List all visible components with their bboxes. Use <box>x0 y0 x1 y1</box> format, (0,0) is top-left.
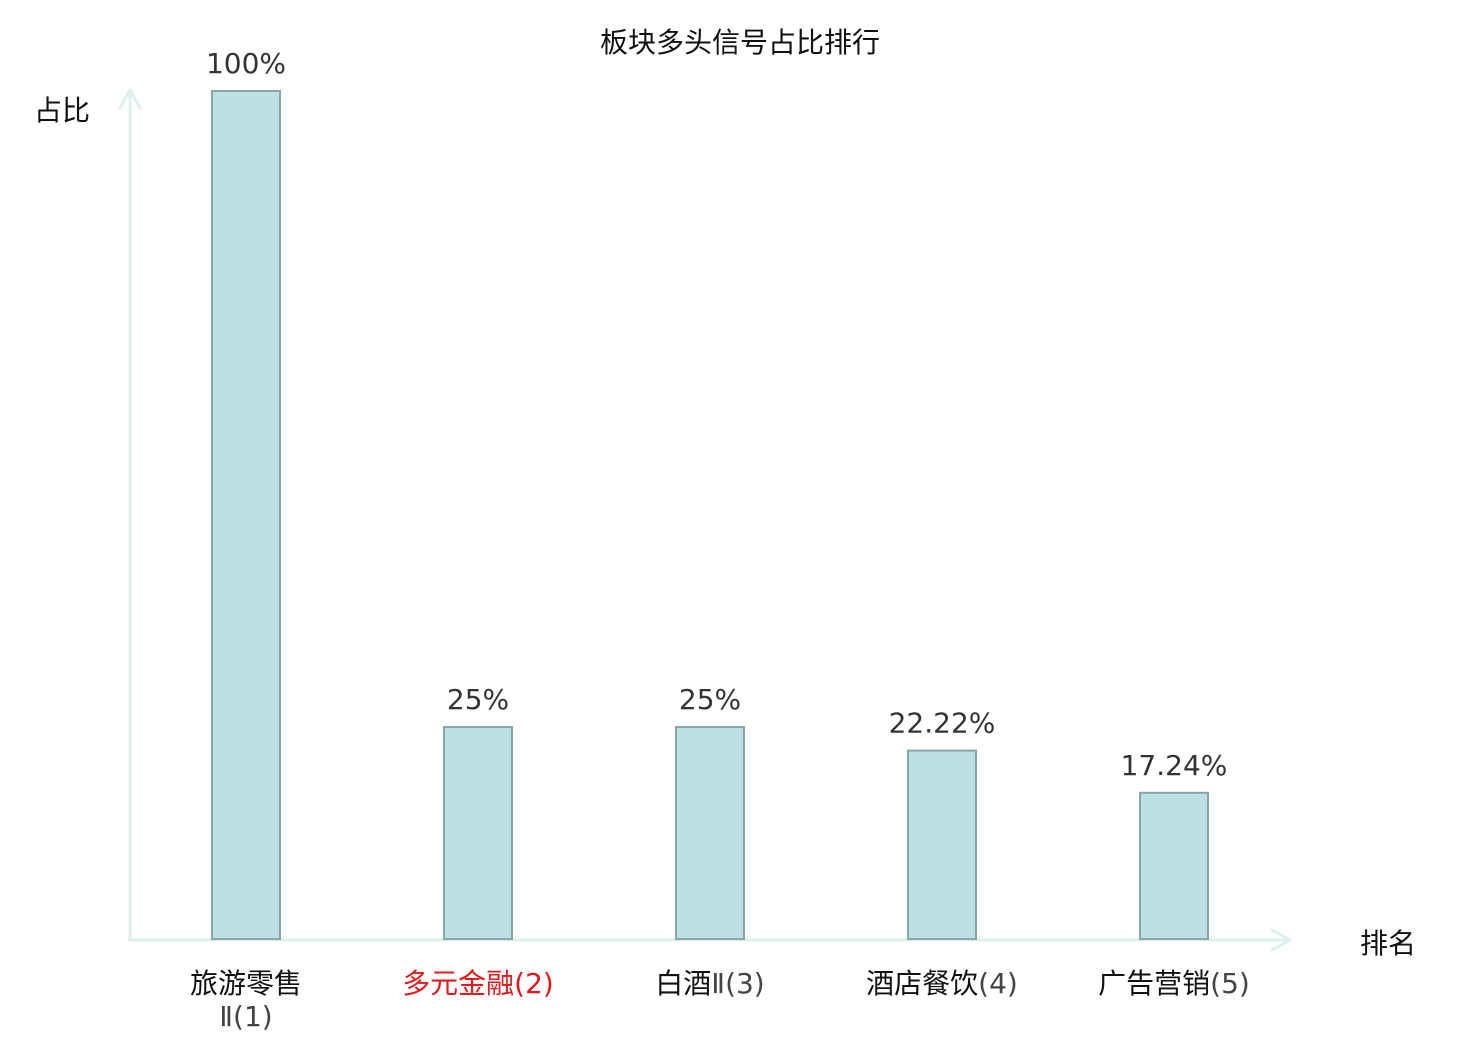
bar-value-label: 22.22% <box>889 707 996 740</box>
x-axis-arrow <box>1270 928 1292 952</box>
x-axis-label: 排名 <box>1360 927 1416 960</box>
chart-title: 板块多头信号占比排行 <box>600 26 880 59</box>
bar <box>211 90 281 940</box>
x-tick-label: 广告营销(5) <box>1098 967 1250 1000</box>
bar-value-label: 25% <box>447 683 509 716</box>
x-tick-label-name: 广告营销 <box>1098 967 1210 1000</box>
bar-value-label: 100% <box>206 47 286 80</box>
bar-value-label: 17.24% <box>1121 749 1228 782</box>
x-tick-label-name: 多元金融 <box>402 967 514 1000</box>
y-axis-label: 占比 <box>34 94 90 127</box>
y-axis-arrow <box>118 88 142 110</box>
x-tick-label-suffix: Ⅱ(1) <box>219 1000 272 1033</box>
bar <box>907 749 977 940</box>
x-tick-label-suffix: Ⅱ(3) <box>711 967 764 1000</box>
x-tick-label: 旅游零售 <box>190 967 302 1000</box>
x-tick-label: 酒店餐饮(4) <box>866 967 1018 1000</box>
x-tick-label: 多元金融(2) <box>402 967 554 1000</box>
x-tick-label-suffix: (2) <box>514 967 554 1000</box>
bar <box>675 726 745 940</box>
x-tick-label-name: 酒店餐饮 <box>866 967 978 1000</box>
x-tick-label-suffix: (4) <box>978 967 1018 1000</box>
x-tick-label-name: 白酒 <box>655 967 711 1000</box>
x-tick-label-suffix: (5) <box>1210 967 1250 1000</box>
value-labels-group: 100% 25% 25% 22.22% 17.24% <box>206 47 1227 782</box>
bar-value-label: 25% <box>679 683 741 716</box>
bar <box>443 726 513 940</box>
x-tick-label: 白酒Ⅱ(3) <box>655 967 764 1000</box>
bars-group <box>211 90 1209 941</box>
bar <box>1139 791 1209 941</box>
